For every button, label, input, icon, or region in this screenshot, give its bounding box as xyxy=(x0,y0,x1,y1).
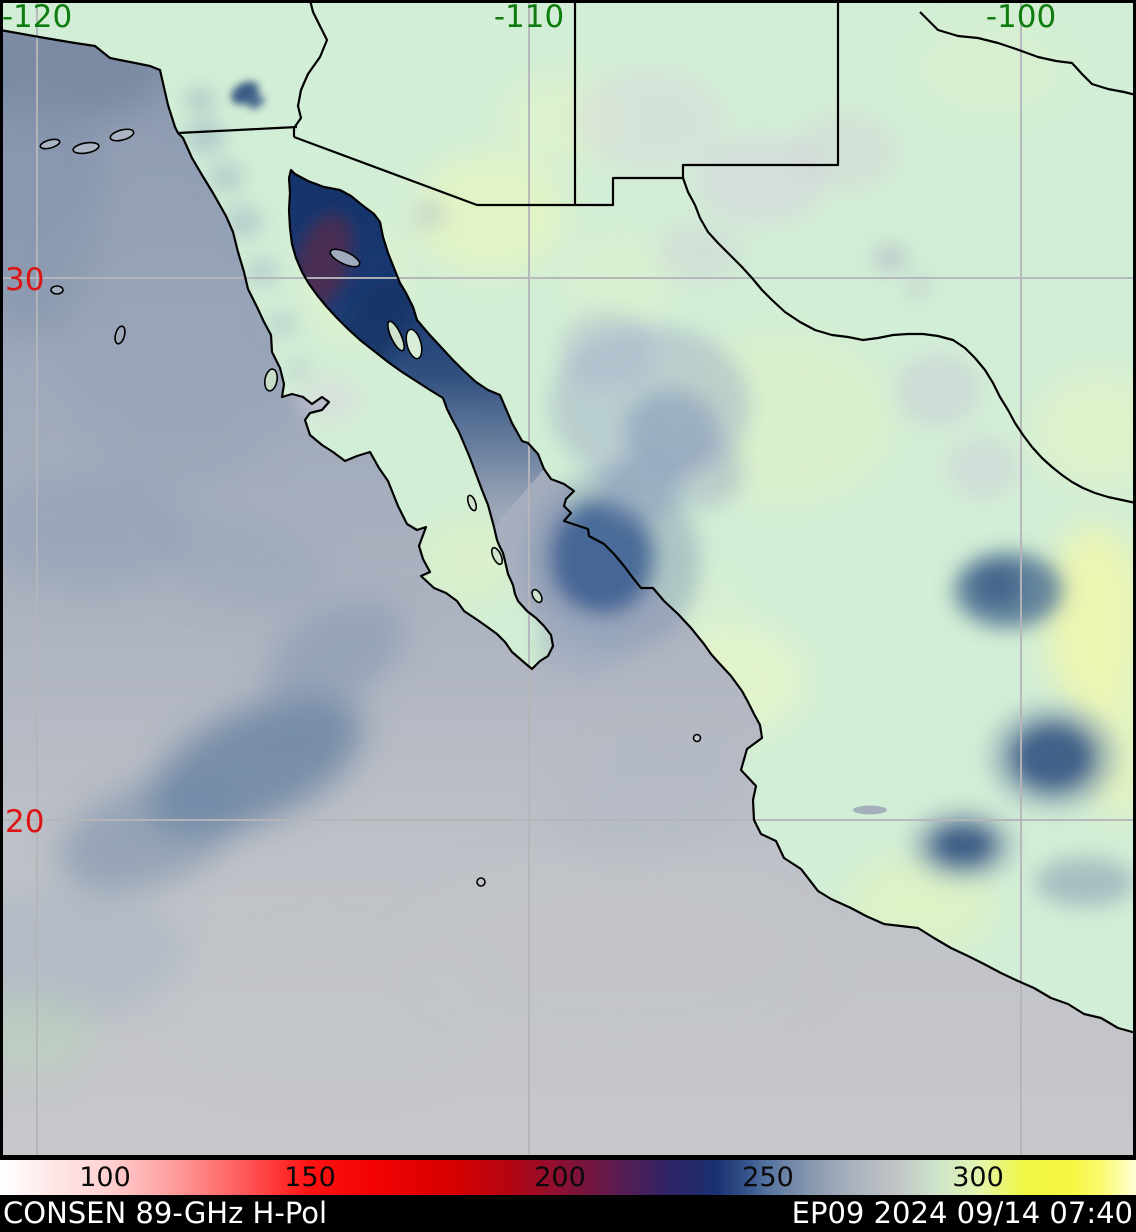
island-san-miguel xyxy=(39,138,61,150)
lat-label-20: 20 xyxy=(5,804,44,840)
map-frame xyxy=(0,0,1136,1158)
islands xyxy=(39,128,887,887)
island-guadalupe xyxy=(114,325,126,345)
salton-sea-cold-spot xyxy=(231,81,265,109)
lat-label-30: 30 xyxy=(5,262,44,298)
border-rio-grande xyxy=(681,177,1136,505)
border-us-mexico-arizona xyxy=(293,135,683,207)
axis-labels: -120 -110 -100 30 20 xyxy=(2,0,1056,840)
lake-chapala xyxy=(853,805,887,815)
border-texas-oklahoma xyxy=(919,11,1136,97)
colorbar-tick-250: 250 xyxy=(742,1162,794,1193)
island-angel-de-la-guarda xyxy=(387,320,405,352)
island-cedros xyxy=(263,368,279,392)
lon-label--100: -100 xyxy=(986,0,1056,35)
brightness-temperature-colorbar: 100 150 200 250 300 xyxy=(0,1158,1136,1195)
border-us-mexico-california xyxy=(177,125,298,135)
lon-label--120: -120 xyxy=(2,0,72,35)
border-colorado-river xyxy=(292,0,329,137)
lon-label--110: -110 xyxy=(494,0,564,35)
island-san-clemente xyxy=(50,285,64,295)
lat-lon-gridlines xyxy=(0,0,1136,1158)
colorbar-tick-200: 200 xyxy=(534,1162,586,1193)
state-borders xyxy=(177,0,1136,505)
colorbar-tick-300: 300 xyxy=(952,1162,1004,1193)
island-santa-cruz xyxy=(72,141,100,155)
ocean-cloud-texture xyxy=(0,20,830,1085)
island-espiritu-santo xyxy=(531,588,543,604)
map-canvas: -120 -110 -100 30 20 xyxy=(0,0,1136,1158)
satellite-map: -120 -110 -100 30 20 xyxy=(0,0,1136,1158)
colorbar-tick-100: 100 xyxy=(79,1162,131,1193)
island-cerralvo xyxy=(490,546,504,566)
island-carmen xyxy=(466,494,478,512)
colorbar-tick-150: 150 xyxy=(284,1162,336,1193)
caption-bar: CONSEN 89-GHz H-Pol EP09 2024 09/14 07:4… xyxy=(0,1195,1136,1232)
island-isabel xyxy=(692,733,702,743)
satellite-timestamp: EP09 2024 09/14 07:40 xyxy=(791,1196,1133,1230)
island-tiburon xyxy=(405,328,423,360)
island-socorro xyxy=(476,877,486,887)
island-catalina xyxy=(329,248,361,268)
border-newmexico-texas xyxy=(681,0,840,178)
product-title: CONSEN 89-GHz H-Pol xyxy=(3,1196,328,1230)
island-santa-rosa xyxy=(109,128,135,142)
